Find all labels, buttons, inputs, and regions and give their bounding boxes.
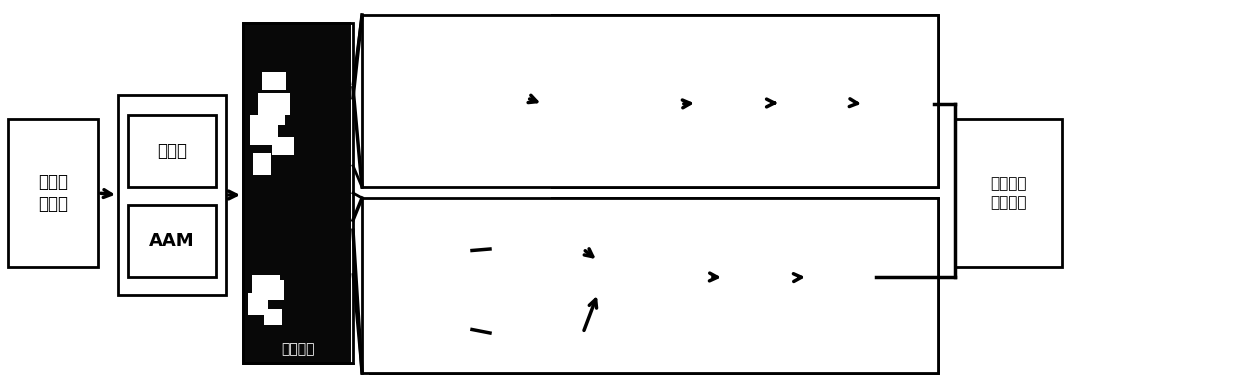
Bar (461, 42, 479, 72)
Bar (262, 72, 286, 90)
Bar (357, 193, 370, 378)
Bar (253, 153, 272, 175)
Text: AAM: AAM (149, 232, 195, 250)
Text: 面瘫分
级评估: 面瘫分 级评估 (830, 261, 854, 293)
Text: 疑似患
者视频: 疑似患 者视频 (38, 173, 68, 213)
Bar (118, 95, 226, 295)
Bar (265, 100, 285, 125)
Bar (490, 309, 583, 357)
Bar (697, 73, 769, 133)
Text: 纹理特征差异
（左-右）特征: 纹理特征差异 （左-右）特征 (584, 88, 640, 120)
Bar (250, 115, 278, 145)
Bar (489, 99, 503, 127)
Text: 光流差异
（左-右）: 光流差异 （左-右） (635, 261, 673, 293)
Bar (387, 225, 487, 300)
Text: SVM: SVM (799, 95, 836, 110)
Bar (362, 198, 937, 373)
Bar (427, 318, 446, 332)
Bar (374, 258, 396, 283)
Bar (258, 93, 290, 115)
Bar (422, 336, 446, 358)
Text: PCA: PCA (715, 95, 750, 110)
Bar (377, 236, 402, 256)
Bar (128, 115, 216, 187)
Bar (248, 293, 268, 315)
Bar (252, 275, 280, 293)
Bar (272, 137, 294, 155)
Bar (453, 120, 480, 168)
Bar (955, 119, 1061, 267)
Bar (450, 26, 525, 170)
Text: LSTM: LSTM (739, 271, 781, 285)
Text: 光流信息: 光流信息 (520, 326, 553, 340)
Bar (455, 74, 477, 116)
Bar (481, 134, 498, 166)
Bar (397, 334, 417, 354)
Bar (391, 219, 408, 233)
Text: 面瘫分
级评估: 面瘫分 级评估 (887, 88, 911, 120)
Bar (724, 250, 796, 305)
Bar (351, 0, 551, 363)
Bar (268, 280, 284, 300)
Bar (864, 48, 934, 160)
Bar (382, 221, 482, 296)
Bar (362, 198, 937, 373)
Bar (362, 15, 937, 187)
Bar (264, 309, 281, 325)
Text: 预处理: 预处理 (157, 142, 187, 160)
Bar (377, 217, 477, 292)
Bar (379, 320, 408, 336)
Bar (781, 73, 853, 133)
Text: 光流信息: 光流信息 (520, 242, 553, 256)
Bar (808, 232, 875, 322)
Bar (374, 339, 410, 357)
Bar (357, 10, 370, 192)
Bar (372, 297, 472, 362)
Bar (243, 23, 353, 363)
Bar (598, 232, 711, 322)
Bar (372, 24, 527, 172)
Bar (128, 205, 216, 277)
Bar (362, 15, 937, 187)
Bar (392, 229, 492, 304)
Bar (543, 48, 681, 160)
Text: 面瘫分级
综合评估: 面瘫分级 综合评估 (991, 176, 1027, 210)
Bar (243, 23, 353, 363)
Bar (490, 225, 583, 273)
Bar (7, 119, 98, 267)
Bar (374, 26, 448, 170)
Bar (372, 213, 472, 288)
Text: 区域分割: 区域分割 (281, 342, 315, 356)
